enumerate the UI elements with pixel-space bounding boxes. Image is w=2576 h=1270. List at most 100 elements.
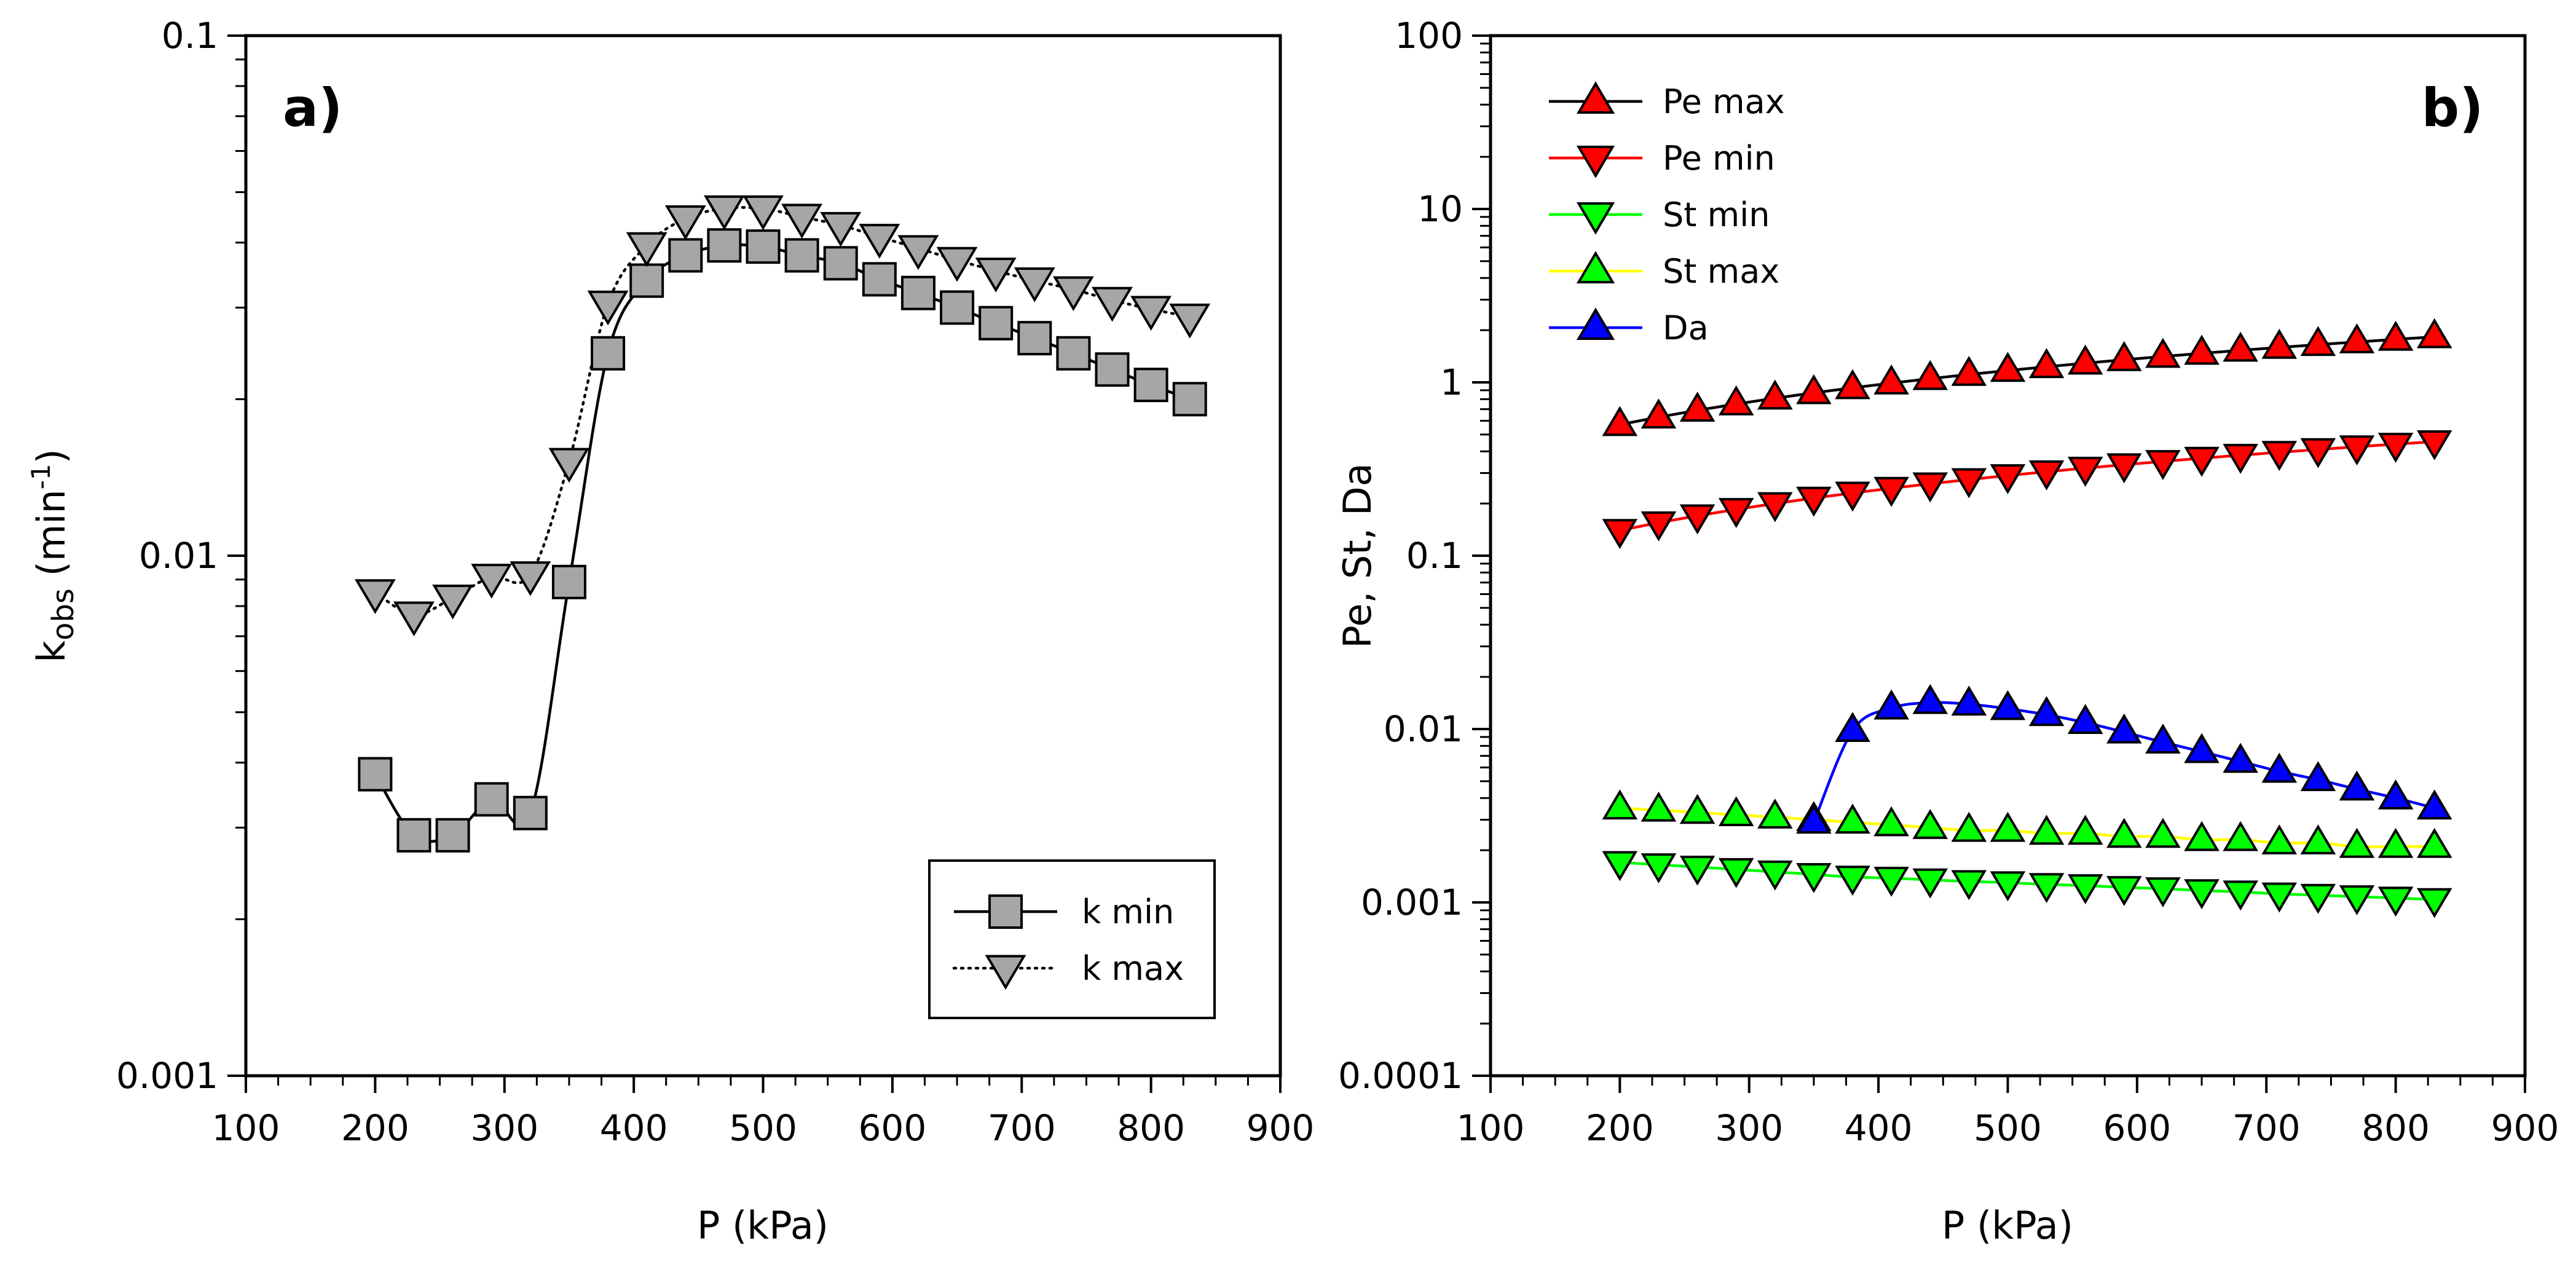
panel-a-kobs-chart: 100 200 300 400 500 600 700 800 9000.0010.010.1 … xyxy=(26,15,1314,1248)
panel-b-series-1-marker xyxy=(2416,430,2452,460)
panel-a-series-1-marker xyxy=(936,247,978,282)
panel-b-series-0-marker xyxy=(1796,374,1832,404)
panel-a-y-axis-title-main: k xyxy=(29,641,74,663)
panel-b-y-tick-label: 0.0001 xyxy=(1338,1055,1463,1097)
panel-b-series-3-marker xyxy=(1641,791,1677,822)
panel-a-series-1-marker xyxy=(587,290,629,326)
panel-a-y-axis-title-close: ) xyxy=(29,449,74,463)
panel-a-x-tick-label: 500 xyxy=(729,1107,797,1149)
panel-a-x-tick-label: 200 xyxy=(341,1107,409,1149)
panel-b-y-tick-label: 1 xyxy=(1440,361,1463,403)
panel-b-series-1-marker xyxy=(2106,453,2142,484)
panel-a-x-tick-label: 900 xyxy=(1247,1107,1315,1149)
panel-b-x-tick-label: 600 xyxy=(2103,1107,2172,1149)
panel-b-x-tick-label: 800 xyxy=(2361,1107,2430,1149)
panel-a-x-tick-label: 300 xyxy=(470,1107,538,1149)
panel-b-series-0-marker xyxy=(2028,348,2065,379)
panel-b-series-1-marker xyxy=(1835,481,1870,512)
panel-b-series-4-marker xyxy=(2416,789,2452,820)
panel-b-series-3-marker xyxy=(2261,824,2298,854)
panel-a-series-0-marker xyxy=(591,336,626,371)
panel-b-series-2-marker xyxy=(2339,885,2375,915)
panel-b-series-1-marker xyxy=(2223,444,2258,474)
panel-b-series-3-marker xyxy=(2145,818,2181,848)
panel-a-series-1-marker xyxy=(510,561,551,596)
panel-b-series-3-marker xyxy=(1835,803,1870,834)
panel-a-series-1-marker xyxy=(432,584,474,620)
panel-b-series-3-marker xyxy=(1757,799,1793,829)
panel-b-y-axis-title: Pe, St, Da xyxy=(1335,463,1380,649)
panel-b-series-3-marker xyxy=(2300,824,2336,854)
panel-b-series-1-marker xyxy=(2377,433,2414,463)
panel-a-series-1-marker xyxy=(1052,276,1094,312)
panel-b-series-2-marker xyxy=(1796,862,1832,893)
panel-b-legend-label-0: Pe max xyxy=(1663,82,1785,121)
panel-b-legend-label-3: St max xyxy=(1663,252,1779,291)
panel-a-series-1-marker xyxy=(626,232,668,267)
panel-b-series-2-marker xyxy=(2106,876,2142,906)
panel-b-series-0-marker xyxy=(2067,344,2103,375)
panel-b-x-tick-label: 500 xyxy=(1974,1107,2042,1149)
panel-b-data-markers xyxy=(1602,318,2452,918)
panel-b-series-4-marker xyxy=(2106,713,2142,744)
panel-a-series-0-marker xyxy=(668,238,703,273)
panel-b-series-2-marker xyxy=(1718,858,1754,888)
panel-b-series-0-marker xyxy=(1835,369,1870,400)
panel-b-series-2-marker xyxy=(2416,888,2452,918)
panel-a-series-1-marker xyxy=(820,211,862,247)
panel-b-series-4-marker xyxy=(1796,803,1832,834)
panel-a-y-axis-title-subscript: obs xyxy=(46,588,81,641)
panel-b-series-3-marker xyxy=(1990,811,2026,842)
panel-b-x-tick-label: 400 xyxy=(1845,1107,1913,1149)
panel-b-legend-marker-3 xyxy=(1576,251,1615,283)
panel-b-legend-label-1: Pe min xyxy=(1663,139,1775,178)
panel-b-series-0-marker xyxy=(2145,337,2181,368)
panel-b-series-1-marker xyxy=(2184,446,2220,477)
panel-b-series-1-marker xyxy=(1796,486,1832,517)
panel-b-y-tick-label: 0.01 xyxy=(1384,708,1463,750)
panel-b-legend-marker-0 xyxy=(1576,81,1615,114)
panel-b-series-0-marker xyxy=(2184,334,2220,365)
panel-b-legend-label-4: Da xyxy=(1663,309,1709,347)
panel-b-series-4-marker xyxy=(2339,770,2375,801)
panel-a-legend-label-1: k max xyxy=(1082,949,1184,988)
panel-a-series-0-marker xyxy=(551,564,586,599)
panel-a-y-axis-title: kobs (min-1) xyxy=(26,449,81,663)
panel-b-series-2-marker xyxy=(2067,874,2103,905)
panel-a-series-0-marker xyxy=(823,246,858,281)
panel-b-y-tick-label: 0.1 xyxy=(1406,535,1463,577)
panel-b-series-3-marker xyxy=(1602,789,1638,820)
panel-b-series-line-3 xyxy=(1620,807,2435,848)
panel-b-series-3-marker xyxy=(2106,818,2142,848)
panel-b-legend-marker-4 xyxy=(1576,307,1615,340)
panel-b-series-3-marker xyxy=(2416,827,2452,858)
panel-b-series-2-marker xyxy=(1951,870,1987,901)
panel-b-series-line-0 xyxy=(1619,335,2435,427)
panel-a-legend: k min k max xyxy=(928,859,1216,1019)
panel-a-x-tick-label: 100 xyxy=(212,1107,280,1149)
panel-b-series-3-marker xyxy=(1951,811,1987,842)
panel-b-series-2-marker xyxy=(2377,886,2414,917)
panel-b-series-0-marker xyxy=(1679,392,1715,422)
panel-b-plot-frame xyxy=(1489,34,2527,1078)
panel-b-series-2-marker xyxy=(1641,853,1677,884)
panel-b-series-2-marker xyxy=(2261,882,2298,913)
panel-b-series-1-marker xyxy=(1990,464,2026,494)
panel-a-series-0-marker xyxy=(707,228,742,263)
panel-b-legend-label-2: St min xyxy=(1663,195,1770,234)
panel-a-series-0-marker xyxy=(940,290,975,325)
panel-a-series-1-marker xyxy=(742,195,784,231)
panel-a-series-line-0 xyxy=(374,243,1191,843)
panel-a-x-tick-label: 700 xyxy=(988,1107,1056,1149)
panel-b-y-tick-label: 10 xyxy=(1417,188,1463,230)
panel-b-series-1-marker xyxy=(1951,468,1987,499)
panel-b-series-4-marker xyxy=(1835,712,1870,742)
panel-b-series-2-marker xyxy=(1602,851,1638,882)
panel-a-x-tick-label: 800 xyxy=(1117,1107,1185,1149)
panel-b-series-4-marker xyxy=(1873,689,1909,720)
panel-b-series-1-marker xyxy=(2145,450,2181,480)
panel-b-x-tick-label: 200 xyxy=(1586,1107,1654,1149)
panel-b-series-2-marker xyxy=(1757,860,1793,891)
panel-b-series-0-marker xyxy=(1951,355,1987,386)
